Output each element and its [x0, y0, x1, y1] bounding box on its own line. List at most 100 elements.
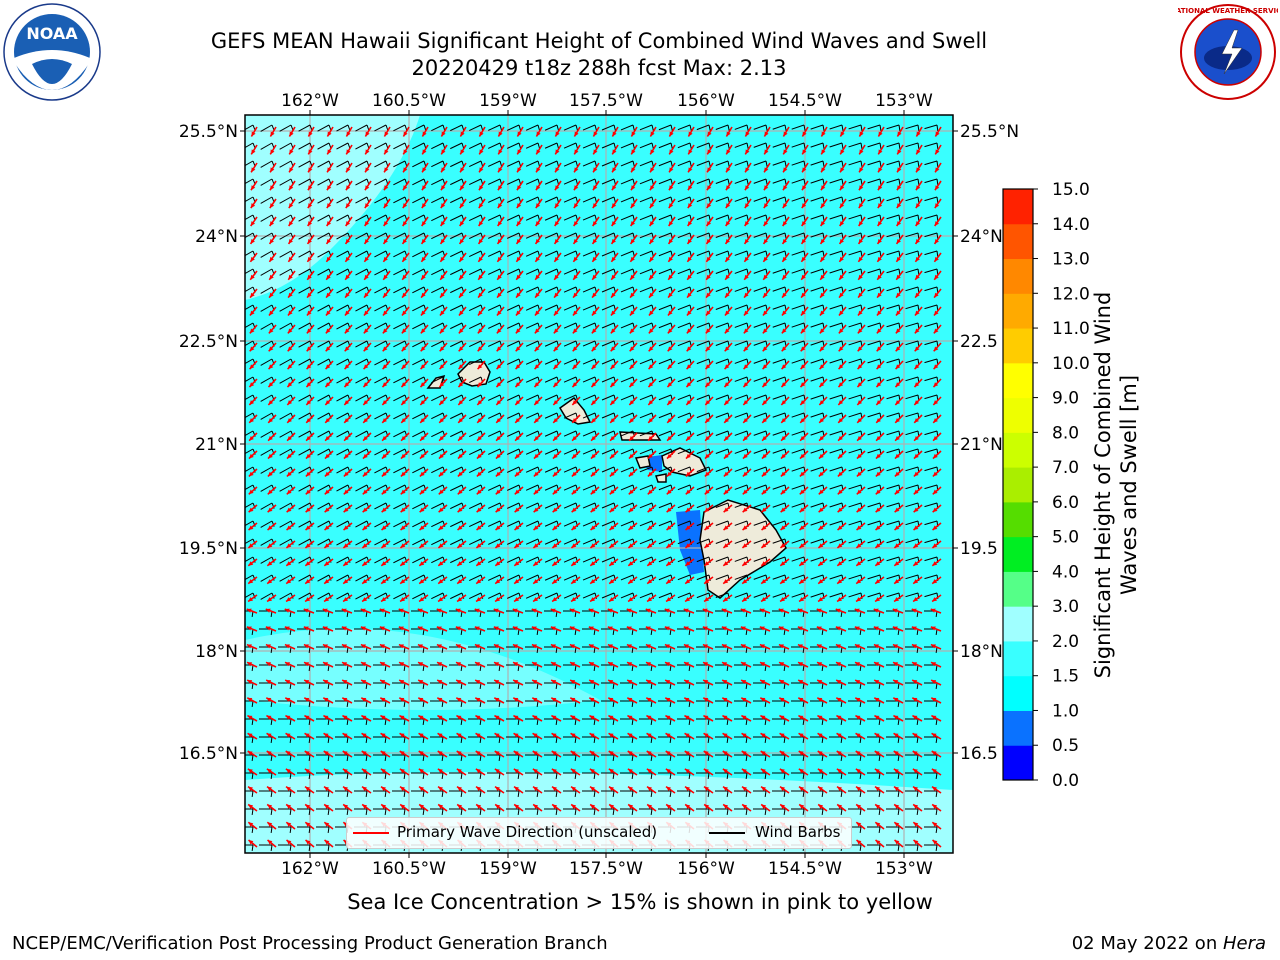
- wind-barb: [677, 142, 692, 149]
- wave-direction-arrow: [857, 252, 866, 263]
- wave-direction-arrow: [629, 234, 638, 245]
- oahu-island: [559, 396, 592, 425]
- wind-barb: [810, 214, 825, 221]
- wave-direction-arrow: [344, 234, 353, 245]
- wind-barb: [772, 124, 787, 131]
- wave-direction-arrow: [421, 216, 429, 227]
- wave-direction-arrow: [515, 270, 524, 281]
- wave-direction-arrow: [744, 162, 752, 173]
- wave-direction-arrow: [401, 252, 410, 263]
- wave-direction-arrow: [268, 234, 277, 245]
- wave-direction-arrow: [820, 162, 828, 173]
- wave-direction-arrow: [269, 126, 277, 137]
- lon-tick-top: 156°W: [677, 91, 735, 111]
- wave-direction-arrow: [876, 270, 885, 281]
- lat-tick-left: 18°N: [195, 642, 238, 662]
- wave-direction-arrow: [744, 180, 752, 191]
- wave-direction-arrow: [516, 216, 524, 227]
- wave-direction-arrow: [345, 180, 353, 191]
- wave-direction-arrow: [496, 234, 505, 245]
- wave-direction-arrow: [307, 126, 315, 137]
- wave-direction-arrow: [744, 144, 752, 155]
- wave-direction-arrow: [706, 162, 714, 173]
- wave-direction-arrow: [534, 360, 543, 370]
- wave-direction-arrow: [515, 342, 524, 352]
- wave-direction-arrow: [306, 306, 315, 316]
- wind-barb: [867, 214, 882, 222]
- wave-direction-arrow: [648, 360, 657, 370]
- wave-direction-arrow: [857, 324, 866, 334]
- wave-direction-arrow: [763, 198, 771, 209]
- wave-direction-arrow: [876, 306, 885, 316]
- wave-direction-arrow: [535, 216, 543, 227]
- wave-direction-arrow: [820, 144, 828, 155]
- wave-direction-arrow: [876, 360, 885, 370]
- wave-direction-arrow: [306, 252, 315, 263]
- wave-direction-arrow: [934, 126, 942, 137]
- wave-direction-arrow: [933, 324, 942, 334]
- footer-date-text: 02 May 2022 on: [1071, 933, 1223, 954]
- wave-direction-arrow: [782, 180, 790, 191]
- wind-barb: [791, 124, 806, 131]
- wave-direction-arrow: [629, 306, 638, 316]
- wave-direction-arrow: [933, 270, 942, 281]
- colorbar-level-label: 4.0: [1052, 562, 1079, 582]
- wind-barb: [886, 142, 901, 150]
- wind-barb: [810, 196, 825, 203]
- wave-direction-arrow: [800, 306, 809, 316]
- wind-barb: [715, 124, 730, 131]
- wave-direction-arrow: [572, 360, 581, 370]
- wave-direction-arrow: [439, 234, 448, 245]
- wind-barb: [772, 178, 787, 185]
- lon-tick-top: 159°W: [479, 91, 537, 111]
- wave-direction-arrow: [268, 306, 277, 316]
- wave-direction-arrow: [382, 360, 391, 370]
- wind-barb: [753, 124, 768, 131]
- wave-direction-arrow: [838, 234, 847, 245]
- wave-direction-arrow: [269, 144, 277, 155]
- wave-direction-arrow: [629, 288, 638, 299]
- wave-direction-arrow: [440, 180, 448, 191]
- wind-barb: [620, 142, 635, 149]
- wave-direction-arrow: [554, 126, 562, 137]
- wind-barb: [696, 142, 711, 149]
- wind-barb: [715, 142, 730, 149]
- colorbar-level-label: 1.0: [1052, 701, 1079, 721]
- colorbar-segment: [1003, 501, 1033, 538]
- wave-direction-arrow: [572, 324, 581, 334]
- wave-direction-arrow: [591, 360, 600, 370]
- colorbar-segment: [1003, 710, 1033, 746]
- wave-direction-arrow: [763, 144, 771, 155]
- wave-direction-arrow: [420, 360, 429, 370]
- colorbar-segment: [1003, 258, 1033, 294]
- wave-direction-arrow: [421, 162, 429, 173]
- wave-direction-arrow: [857, 270, 866, 281]
- wave-direction-arrow: [914, 324, 923, 334]
- colorbar-level-label: 3.0: [1052, 597, 1079, 617]
- wave-direction-arrow: [725, 198, 733, 209]
- wind-barb: [886, 160, 901, 168]
- wave-direction-arrow: [591, 342, 600, 352]
- wind-barbs-legend-label: Wind Barbs: [755, 823, 841, 841]
- wave-direction-arrow: [325, 288, 334, 299]
- wave-direction-arrow: [914, 270, 923, 281]
- wind-barb: [848, 160, 863, 168]
- lat-tick-left: 16.5°N: [179, 744, 238, 764]
- wind-barb: [639, 160, 654, 167]
- wind-barb: [810, 178, 825, 185]
- wave-direction-arrow: [591, 324, 600, 334]
- wave-direction-arrow: [269, 216, 277, 227]
- wave-direction-arrow: [762, 342, 771, 352]
- wave-direction-arrow: [553, 306, 562, 316]
- wave-direction-arrow: [686, 342, 695, 352]
- wave-direction-arrow: [914, 234, 923, 245]
- wave-direction-arrow: [706, 180, 714, 191]
- lon-tick-bottom: 154.5°W: [768, 859, 842, 879]
- wave-direction-arrow: [459, 198, 467, 209]
- wind-barb: [563, 142, 579, 149]
- wave-direction-arrow: [287, 270, 296, 281]
- wave-direction-arrow: [534, 306, 543, 316]
- wind-barb: [525, 124, 541, 131]
- wave-direction-arrow: [686, 360, 695, 370]
- wave-direction-arrow: [534, 324, 543, 334]
